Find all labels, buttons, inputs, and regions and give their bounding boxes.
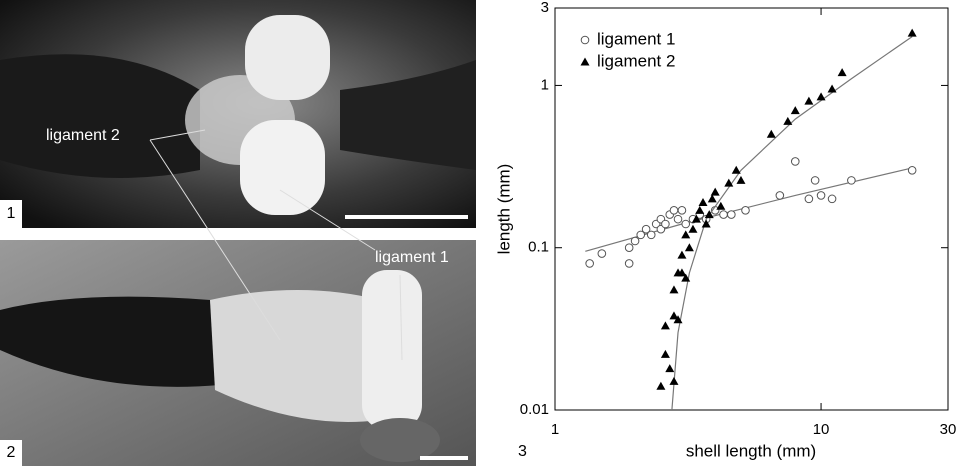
y-tick-label: 1 xyxy=(541,76,549,93)
legend-label: ligament 2 xyxy=(597,51,675,70)
point xyxy=(804,194,814,204)
y-tick-label: 0.1 xyxy=(528,239,549,256)
point xyxy=(681,230,691,239)
point xyxy=(810,176,820,185)
point xyxy=(624,259,634,268)
point xyxy=(716,201,726,210)
point xyxy=(691,214,701,223)
plot-frame xyxy=(554,7,949,411)
point xyxy=(688,224,698,233)
point xyxy=(790,106,800,115)
point xyxy=(597,249,607,258)
point xyxy=(736,175,746,184)
photo-1: 1 xyxy=(0,0,476,228)
point xyxy=(704,210,714,219)
point xyxy=(677,206,687,215)
point xyxy=(701,219,711,228)
point xyxy=(907,165,917,175)
point xyxy=(710,187,720,196)
point xyxy=(585,259,594,268)
x-tick-label: 1 xyxy=(551,421,559,438)
point xyxy=(684,243,694,252)
point xyxy=(804,96,814,105)
y-tick-label: 0.01 xyxy=(520,401,549,418)
point xyxy=(660,321,670,330)
point xyxy=(719,210,728,219)
point xyxy=(630,236,640,246)
point xyxy=(669,285,679,294)
y-tick-label: 3 xyxy=(541,0,549,16)
point xyxy=(681,273,691,282)
y-axis-label: length (mm) xyxy=(494,164,513,255)
x-axis-label: shell length (mm) xyxy=(686,441,816,460)
point xyxy=(741,206,750,215)
panel-number: 3 xyxy=(518,443,527,460)
legend-marker xyxy=(580,57,590,66)
point xyxy=(673,315,683,324)
point xyxy=(724,178,734,187)
point xyxy=(641,224,651,234)
point xyxy=(636,230,646,240)
point xyxy=(775,191,785,200)
point xyxy=(669,311,679,320)
point xyxy=(790,157,800,166)
point xyxy=(646,230,656,240)
point xyxy=(660,349,670,358)
point xyxy=(673,214,683,224)
point xyxy=(783,116,793,125)
photo-2: 2 xyxy=(0,240,476,466)
point xyxy=(727,210,736,219)
point xyxy=(677,268,687,277)
legend-marker xyxy=(580,35,590,45)
point xyxy=(656,381,666,390)
point xyxy=(681,219,691,229)
point xyxy=(816,92,826,101)
point xyxy=(816,191,826,200)
point xyxy=(827,194,837,204)
point xyxy=(827,84,837,93)
panel-number: 2 xyxy=(7,444,16,461)
annotations xyxy=(149,129,403,361)
point xyxy=(669,206,679,215)
legend-label: ligament 1 xyxy=(597,29,675,48)
point xyxy=(907,28,917,37)
point xyxy=(661,219,670,229)
point xyxy=(847,176,856,185)
annotation: ligament 1 xyxy=(375,249,449,266)
x-tick-label: 10 xyxy=(813,421,830,438)
point xyxy=(698,197,708,206)
annotation: ligament 2 xyxy=(46,127,120,144)
x-tick-label: 30 xyxy=(940,421,957,438)
point xyxy=(669,376,679,385)
point xyxy=(624,243,634,253)
point xyxy=(677,250,687,259)
point xyxy=(731,165,741,174)
point xyxy=(695,205,705,214)
point xyxy=(665,364,675,373)
point xyxy=(707,194,717,203)
panel-number: 1 xyxy=(7,205,16,222)
point xyxy=(766,129,776,138)
point xyxy=(837,68,847,77)
